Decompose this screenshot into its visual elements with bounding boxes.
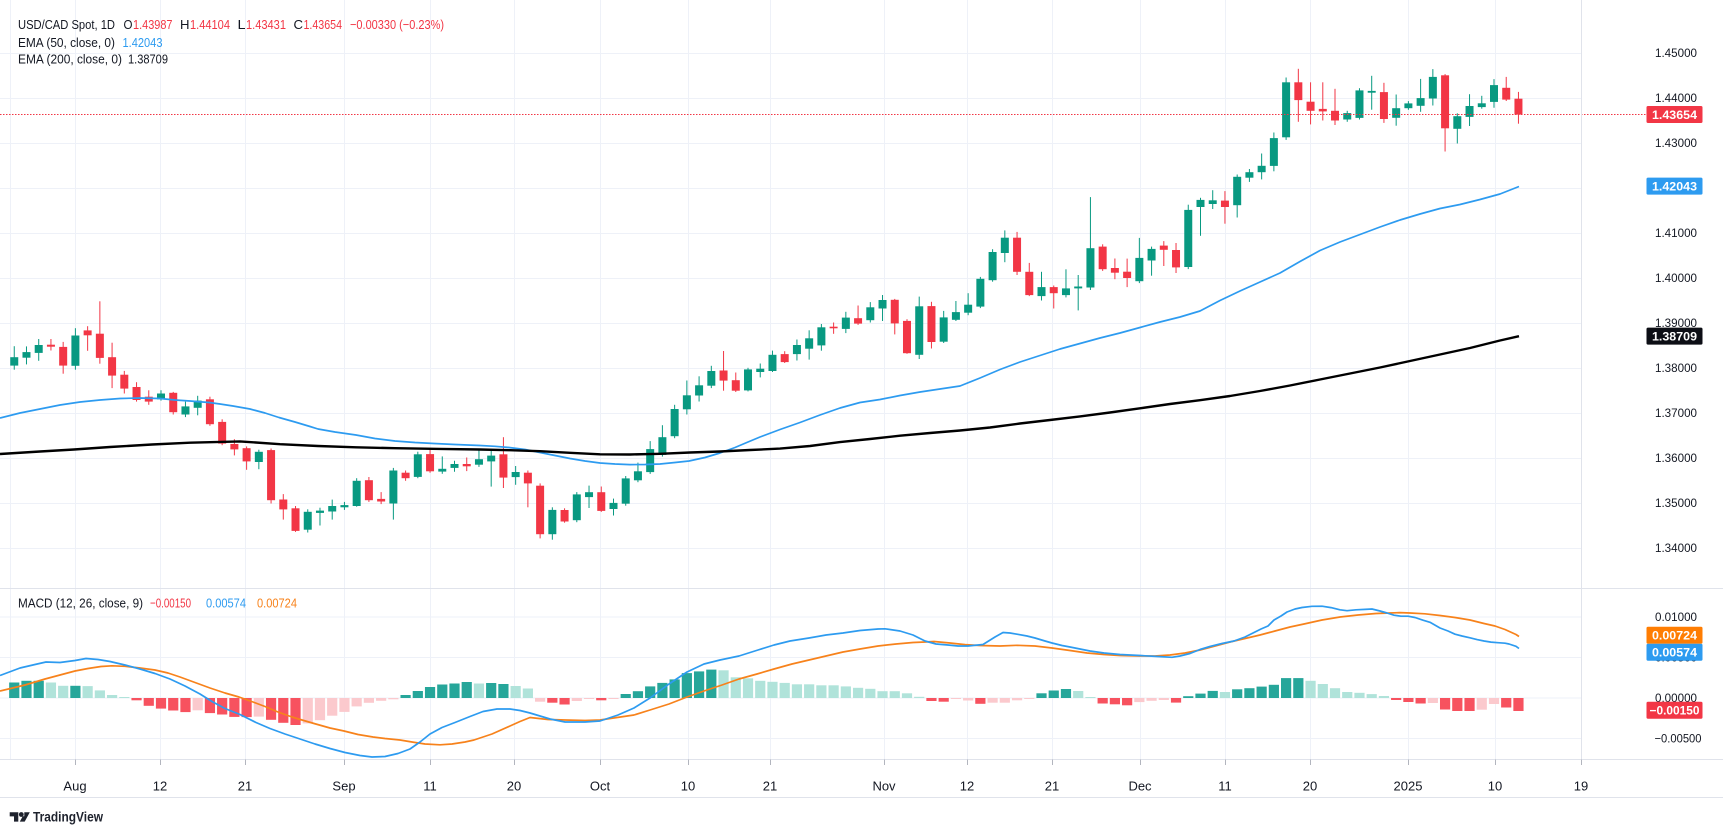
svg-text:1.43431: 1.43431 xyxy=(246,17,286,32)
svg-text:12: 12 xyxy=(153,779,167,794)
svg-text:1.43654: 1.43654 xyxy=(1652,108,1697,122)
svg-text:1.44104: 1.44104 xyxy=(190,17,230,32)
svg-text:11: 11 xyxy=(1218,779,1232,794)
svg-text:1.37000: 1.37000 xyxy=(1655,406,1697,420)
svg-text:H: H xyxy=(180,17,190,32)
svg-text:1.41000: 1.41000 xyxy=(1655,226,1697,240)
svg-text:MACD (12, 26, close, 9): MACD (12, 26, close, 9) xyxy=(18,596,143,611)
svg-text:1.40000: 1.40000 xyxy=(1655,271,1697,285)
svg-text:1.34000: 1.34000 xyxy=(1655,541,1697,555)
svg-text:0.01000: 0.01000 xyxy=(1655,610,1697,624)
svg-text:1.43654: 1.43654 xyxy=(304,17,343,32)
svg-text:21: 21 xyxy=(1045,779,1059,794)
svg-text:Sep: Sep xyxy=(332,779,355,794)
svg-text:1.44000: 1.44000 xyxy=(1655,91,1697,105)
svg-text:2025: 2025 xyxy=(1394,779,1423,794)
svg-text:1.43000: 1.43000 xyxy=(1655,136,1697,150)
svg-text:12: 12 xyxy=(960,779,974,794)
svg-text:1.42043: 1.42043 xyxy=(123,35,163,50)
svg-text:O: O xyxy=(124,17,133,32)
svg-text:1.38709: 1.38709 xyxy=(1652,329,1697,343)
svg-text:10: 10 xyxy=(1488,779,1502,794)
svg-text:−0.00330 (−0.23%): −0.00330 (−0.23%) xyxy=(350,17,444,32)
svg-text:−0.00150: −0.00150 xyxy=(150,596,191,611)
svg-text:Dec: Dec xyxy=(1128,779,1152,794)
svg-text:EMA (50, close, 0): EMA (50, close, 0) xyxy=(18,35,115,50)
svg-text:−0.00500: −0.00500 xyxy=(1655,732,1702,746)
svg-text:1.38000: 1.38000 xyxy=(1655,361,1697,375)
svg-text:1.42043: 1.42043 xyxy=(1652,179,1697,193)
svg-text:0.00574: 0.00574 xyxy=(206,596,246,611)
svg-text:L: L xyxy=(238,17,246,32)
svg-text:USD/CAD Spot, 1D: USD/CAD Spot, 1D xyxy=(18,17,115,32)
svg-text:C: C xyxy=(294,17,304,32)
svg-text:EMA (200, close, 0): EMA (200, close, 0) xyxy=(18,52,122,67)
svg-text:1.38709: 1.38709 xyxy=(128,52,168,67)
svg-text:19: 19 xyxy=(1574,779,1588,794)
svg-text:20: 20 xyxy=(1303,779,1317,794)
svg-text:TradingView: TradingView xyxy=(33,810,103,825)
svg-text:1.43987: 1.43987 xyxy=(133,17,173,32)
svg-text:1.45000: 1.45000 xyxy=(1655,46,1697,60)
svg-text:−0.00150: −0.00150 xyxy=(1650,704,1700,718)
svg-text:21: 21 xyxy=(238,779,252,794)
svg-text:Nov: Nov xyxy=(872,779,896,794)
svg-text:1.36000: 1.36000 xyxy=(1655,451,1697,465)
svg-text:1.39000: 1.39000 xyxy=(1655,316,1697,330)
svg-text:Oct: Oct xyxy=(590,779,611,794)
svg-text:0.00724: 0.00724 xyxy=(1652,629,1697,643)
svg-text:0.00574: 0.00574 xyxy=(1652,646,1697,660)
svg-text:0.00724: 0.00724 xyxy=(257,596,297,611)
svg-text:21: 21 xyxy=(763,779,777,794)
svg-text:Aug: Aug xyxy=(63,779,86,794)
svg-text:1.35000: 1.35000 xyxy=(1655,496,1697,510)
svg-text:11: 11 xyxy=(423,779,437,794)
svg-text:20: 20 xyxy=(507,779,521,794)
svg-text:0.00000: 0.00000 xyxy=(1655,691,1697,705)
svg-text:10: 10 xyxy=(681,779,695,794)
